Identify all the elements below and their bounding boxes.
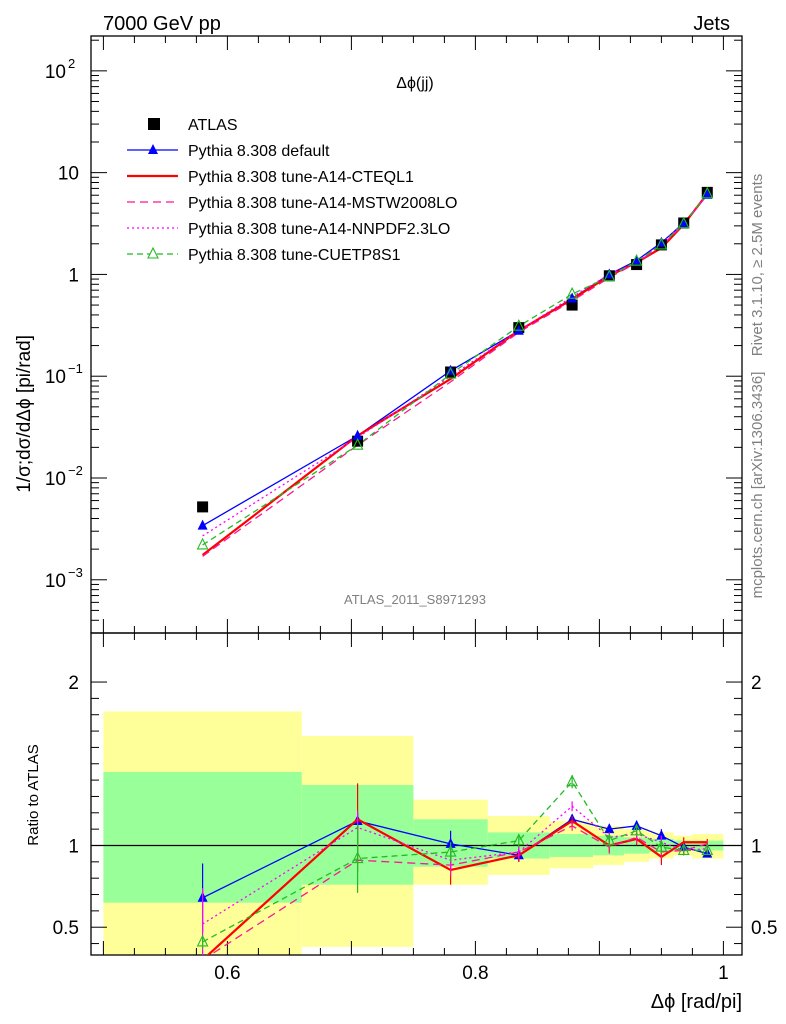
main-y-tick-label: 10 — [45, 62, 66, 83]
x-tick-label: 1 — [718, 963, 729, 984]
point-cuetp8s1 — [444, 366, 457, 379]
ratio-point-cuetp8s1 — [351, 851, 364, 864]
legend-label: Pythia 8.308 tune-A14-NNPDF2.3LO — [188, 221, 450, 238]
main-y-tick-exponent: 2 — [68, 56, 75, 71]
header-right: Jets — [693, 13, 730, 35]
rivet-label: Rivet 3.1.10, ≥ 2.5M events — [749, 174, 766, 357]
point-cuetp8s1 — [701, 186, 714, 199]
ratio-line-default — [202, 818, 708, 899]
atlas-point — [566, 299, 578, 311]
legend: ATLAS Pythia 8.308 default Pythia 8.308 tu… — [127, 117, 457, 264]
ratio-y-axis-label: Ratio to ATLAS — [25, 744, 42, 845]
legend-marker-cuetp8s1 — [147, 246, 159, 259]
ratio-point-cuetp8s1 — [701, 843, 714, 855]
panel-title: Δϕ(jj) — [396, 75, 433, 92]
legend-label: Pythia 8.308 default — [188, 143, 330, 160]
point-cuetp8s1 — [196, 537, 209, 550]
ratio-point-cuetp8s1 — [603, 833, 616, 846]
main-y-tick-exponent: −1 — [68, 361, 83, 376]
main-y-tick-label: 1 — [68, 265, 79, 286]
mcplots-label: mcplots.cern.ch [arXiv:1306.3436] — [749, 372, 766, 599]
main-y-tick-exponent: −2 — [68, 463, 83, 478]
main-y-tick-label: 10 — [58, 164, 79, 185]
ratio-data-layer — [91, 774, 742, 955]
legend-marker-default — [148, 144, 158, 154]
legend-marker-atlas — [148, 118, 160, 130]
ratio-point-default — [604, 823, 615, 834]
ratio-point-cuetp8s1 — [512, 833, 525, 846]
series-line-cuetp8s1 — [202, 193, 708, 546]
point-default — [702, 188, 713, 199]
point-cuetp8s1 — [566, 286, 579, 299]
legend-label: Pythia 8.308 tune-A14-MSTW2008LO — [188, 195, 457, 212]
ratio-point-cuetp8s1 — [196, 934, 209, 947]
ratio-point-cuetp8s1 — [444, 844, 457, 857]
series-line-cteql1 — [201, 193, 709, 556]
ratio-y-tick-label: 0.5 — [53, 918, 79, 939]
main-y-tick-label: 10 — [45, 469, 66, 490]
ratio-line-cteql1 — [206, 817, 708, 955]
ratio-y-tick-label-right: 2 — [751, 673, 762, 694]
x-tick-label: 0.8 — [462, 963, 488, 984]
point-cuetp8s1 — [630, 253, 643, 266]
x-tick-label: 0.6 — [214, 963, 240, 984]
atlas-point — [352, 435, 364, 447]
ratio-point-cuetp8s1 — [566, 774, 579, 787]
point-cuetp8s1 — [512, 318, 525, 331]
main-y-tick-exponent: −3 — [68, 565, 83, 580]
main-y-tick-label: 10 — [45, 571, 66, 592]
ratio-y-tick-label: 2 — [68, 673, 79, 694]
legend-label: Pythia 8.308 tune-CUETP8S1 — [188, 247, 401, 264]
ratio-line-cuetp8s1 — [202, 780, 708, 943]
ratio-point-default — [656, 829, 667, 840]
point-cuetp8s1 — [655, 237, 668, 250]
point-default — [352, 429, 363, 440]
analysis-id: ATLAS_2011_S8971293 — [344, 592, 486, 607]
ratio-line-nnpdf — [202, 805, 708, 925]
main-y-tick-label: 10 — [45, 367, 66, 388]
point-default — [567, 292, 578, 303]
legend-label: Pythia 8.308 tune-A14-CTEQL1 — [188, 169, 414, 186]
series-line-nnpdf — [202, 194, 708, 537]
ratio-series-group — [196, 774, 714, 955]
ratio-y-tick-label-right: 0.5 — [751, 918, 777, 939]
point-cuetp8s1 — [351, 437, 364, 450]
ratio-uncertainty-bands — [103, 711, 724, 955]
ratio-panel-frame — [90, 632, 743, 956]
point-cuetp8s1 — [603, 269, 616, 282]
series-line-mstw — [202, 194, 708, 557]
point-default — [631, 254, 642, 265]
legend-label: ATLAS — [188, 117, 238, 134]
main-y-axis-label: 1/σ;dσ/dΔϕ [pi/rad] — [14, 335, 35, 493]
atlas-point — [197, 501, 209, 513]
atlas-point — [631, 259, 643, 271]
point-default — [678, 217, 689, 228]
ratio-point-cuetp8s1 — [630, 823, 643, 836]
header-left: 7000 GeV pp — [103, 13, 221, 35]
point-default — [197, 519, 208, 530]
series-line-default — [202, 194, 708, 527]
ratio-y-tick-label: 1 — [68, 836, 79, 857]
ratio-point-cuetp8s1 — [677, 843, 690, 855]
ratio-point-cuetp8s1 — [655, 839, 668, 852]
main-data-layer — [196, 186, 714, 557]
x-axis-label: Δϕ [rad/pi] — [651, 991, 742, 1013]
ratio-y-tick-label-right: 1 — [751, 836, 762, 857]
point-cuetp8s1 — [677, 216, 690, 229]
